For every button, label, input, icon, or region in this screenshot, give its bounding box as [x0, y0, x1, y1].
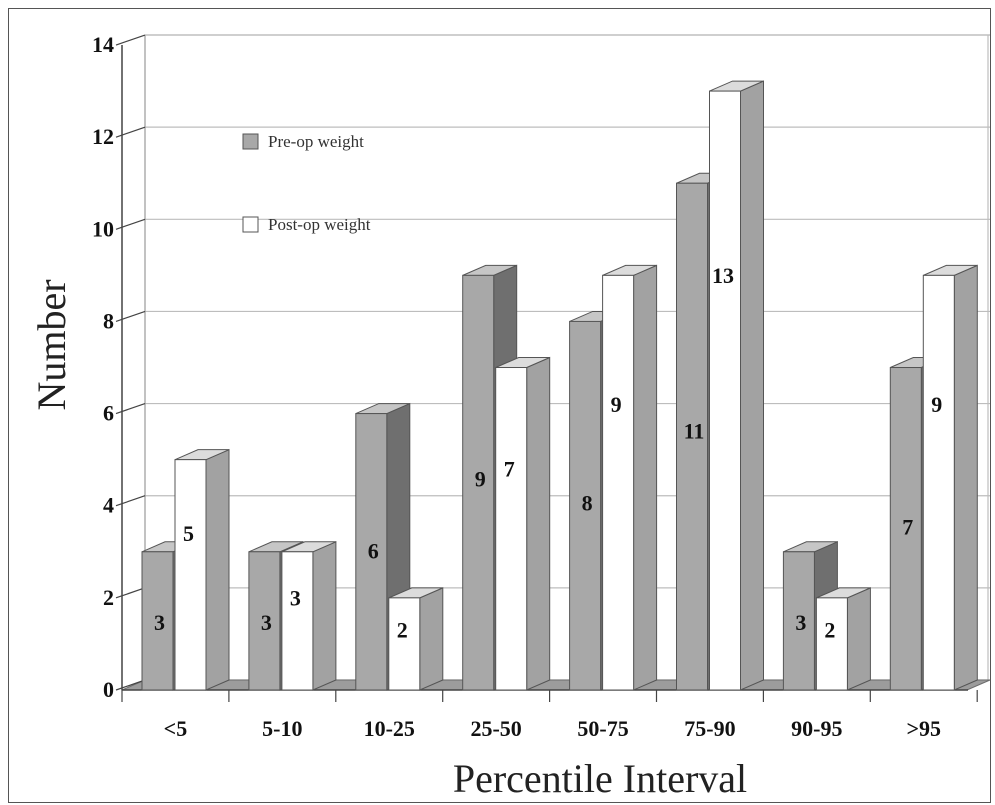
bar-side — [419, 587, 444, 691]
bar-front — [248, 551, 281, 691]
bar-front — [676, 182, 708, 691]
bar-front — [889, 367, 922, 691]
bar-front — [355, 413, 388, 691]
data-label-pre: 11 — [684, 418, 705, 443]
y-tick-label: 8 — [103, 308, 114, 333]
data-label-post: 9 — [931, 392, 942, 417]
bar-post-op — [922, 264, 978, 691]
y-tick-mark — [115, 34, 146, 46]
data-label-post: 2 — [397, 618, 408, 643]
y-tick-mark — [115, 587, 146, 599]
data-label-pre: 3 — [795, 610, 806, 635]
bar-post-op — [602, 264, 658, 691]
x-tick-label: 90-95 — [791, 716, 842, 741]
bar-front — [782, 551, 815, 691]
bar-post-op — [388, 587, 444, 691]
bar-side — [205, 448, 230, 691]
y-tick-mark — [115, 310, 146, 323]
bar-front — [709, 90, 741, 691]
bar-side — [312, 541, 337, 691]
bar-front — [602, 274, 635, 691]
x-tick-label: 10-25 — [364, 716, 415, 741]
bar-post-op — [281, 541, 337, 691]
data-label-post: 3 — [290, 585, 301, 610]
y-tick-label: 4 — [103, 493, 114, 518]
legend-label-post-op: Post-op weight — [268, 215, 371, 234]
bar-post-op — [815, 587, 871, 691]
data-label-post: 5 — [183, 521, 194, 546]
y-tick-label: 14 — [92, 32, 114, 57]
x-tick-label: 5-10 — [262, 716, 302, 741]
bar-layer — [141, 80, 978, 691]
bar-front — [281, 551, 314, 691]
data-label-pre: 3 — [154, 610, 165, 635]
bar-front — [174, 459, 207, 691]
y-tick-label: 12 — [92, 124, 114, 149]
bar-post-op — [174, 448, 230, 691]
bar-side — [633, 264, 658, 691]
data-label-pre: 8 — [582, 490, 593, 515]
x-tick-label: <5 — [164, 716, 188, 741]
bar-side — [953, 264, 978, 691]
x-axis-title: Percentile Interval — [453, 756, 747, 801]
data-label-post: 2 — [824, 618, 835, 643]
y-tick-label: 0 — [103, 677, 114, 702]
x-tick-label: 50-75 — [577, 716, 628, 741]
data-label-pre: 7 — [902, 514, 913, 539]
y-tick-mark — [115, 679, 146, 691]
bar-post-op — [495, 356, 551, 691]
x-tick-label: >95 — [906, 716, 941, 741]
y-tick-label: 10 — [92, 216, 114, 241]
data-label-post: 13 — [712, 263, 734, 288]
data-label-pre: 6 — [368, 538, 379, 563]
bar-side — [740, 80, 764, 691]
axis-layer: 0 2 4 6 8 10 12 14 <5 5-10 10-25 25-50 50-75 75-90 90-… — [92, 32, 978, 741]
y-tick-label: 2 — [103, 585, 114, 610]
bar-front — [495, 367, 528, 691]
y-tick-mark — [115, 218, 146, 230]
y-tick-mark — [115, 126, 146, 138]
bar-front — [462, 274, 495, 691]
legend-swatch-post-op — [242, 216, 259, 233]
bar-side — [526, 356, 551, 691]
bar-post-op — [709, 80, 764, 691]
y-tick-mark — [115, 495, 146, 507]
y-tick-label: 6 — [103, 401, 114, 426]
y-axis-title: Number — [29, 279, 74, 410]
legend-label-pre-op: Pre-op weight — [268, 132, 364, 151]
data-label-post: 7 — [504, 456, 515, 481]
bar-front — [922, 274, 955, 691]
x-tick-label: 75-90 — [684, 716, 735, 741]
bar-front — [141, 551, 174, 691]
bar-front — [815, 597, 848, 691]
x-tick-label: 25-50 — [470, 716, 521, 741]
legend: Pre-op weight Post-op weight — [242, 132, 371, 234]
data-label-pre: 3 — [261, 610, 272, 635]
bar-front — [388, 597, 421, 691]
legend-swatch-pre-op — [242, 133, 259, 150]
bar-side — [846, 587, 871, 691]
bar-front — [569, 320, 602, 691]
y-tick-mark — [115, 403, 146, 415]
data-label-post: 9 — [611, 392, 622, 417]
data-label-pre: 9 — [475, 466, 486, 491]
